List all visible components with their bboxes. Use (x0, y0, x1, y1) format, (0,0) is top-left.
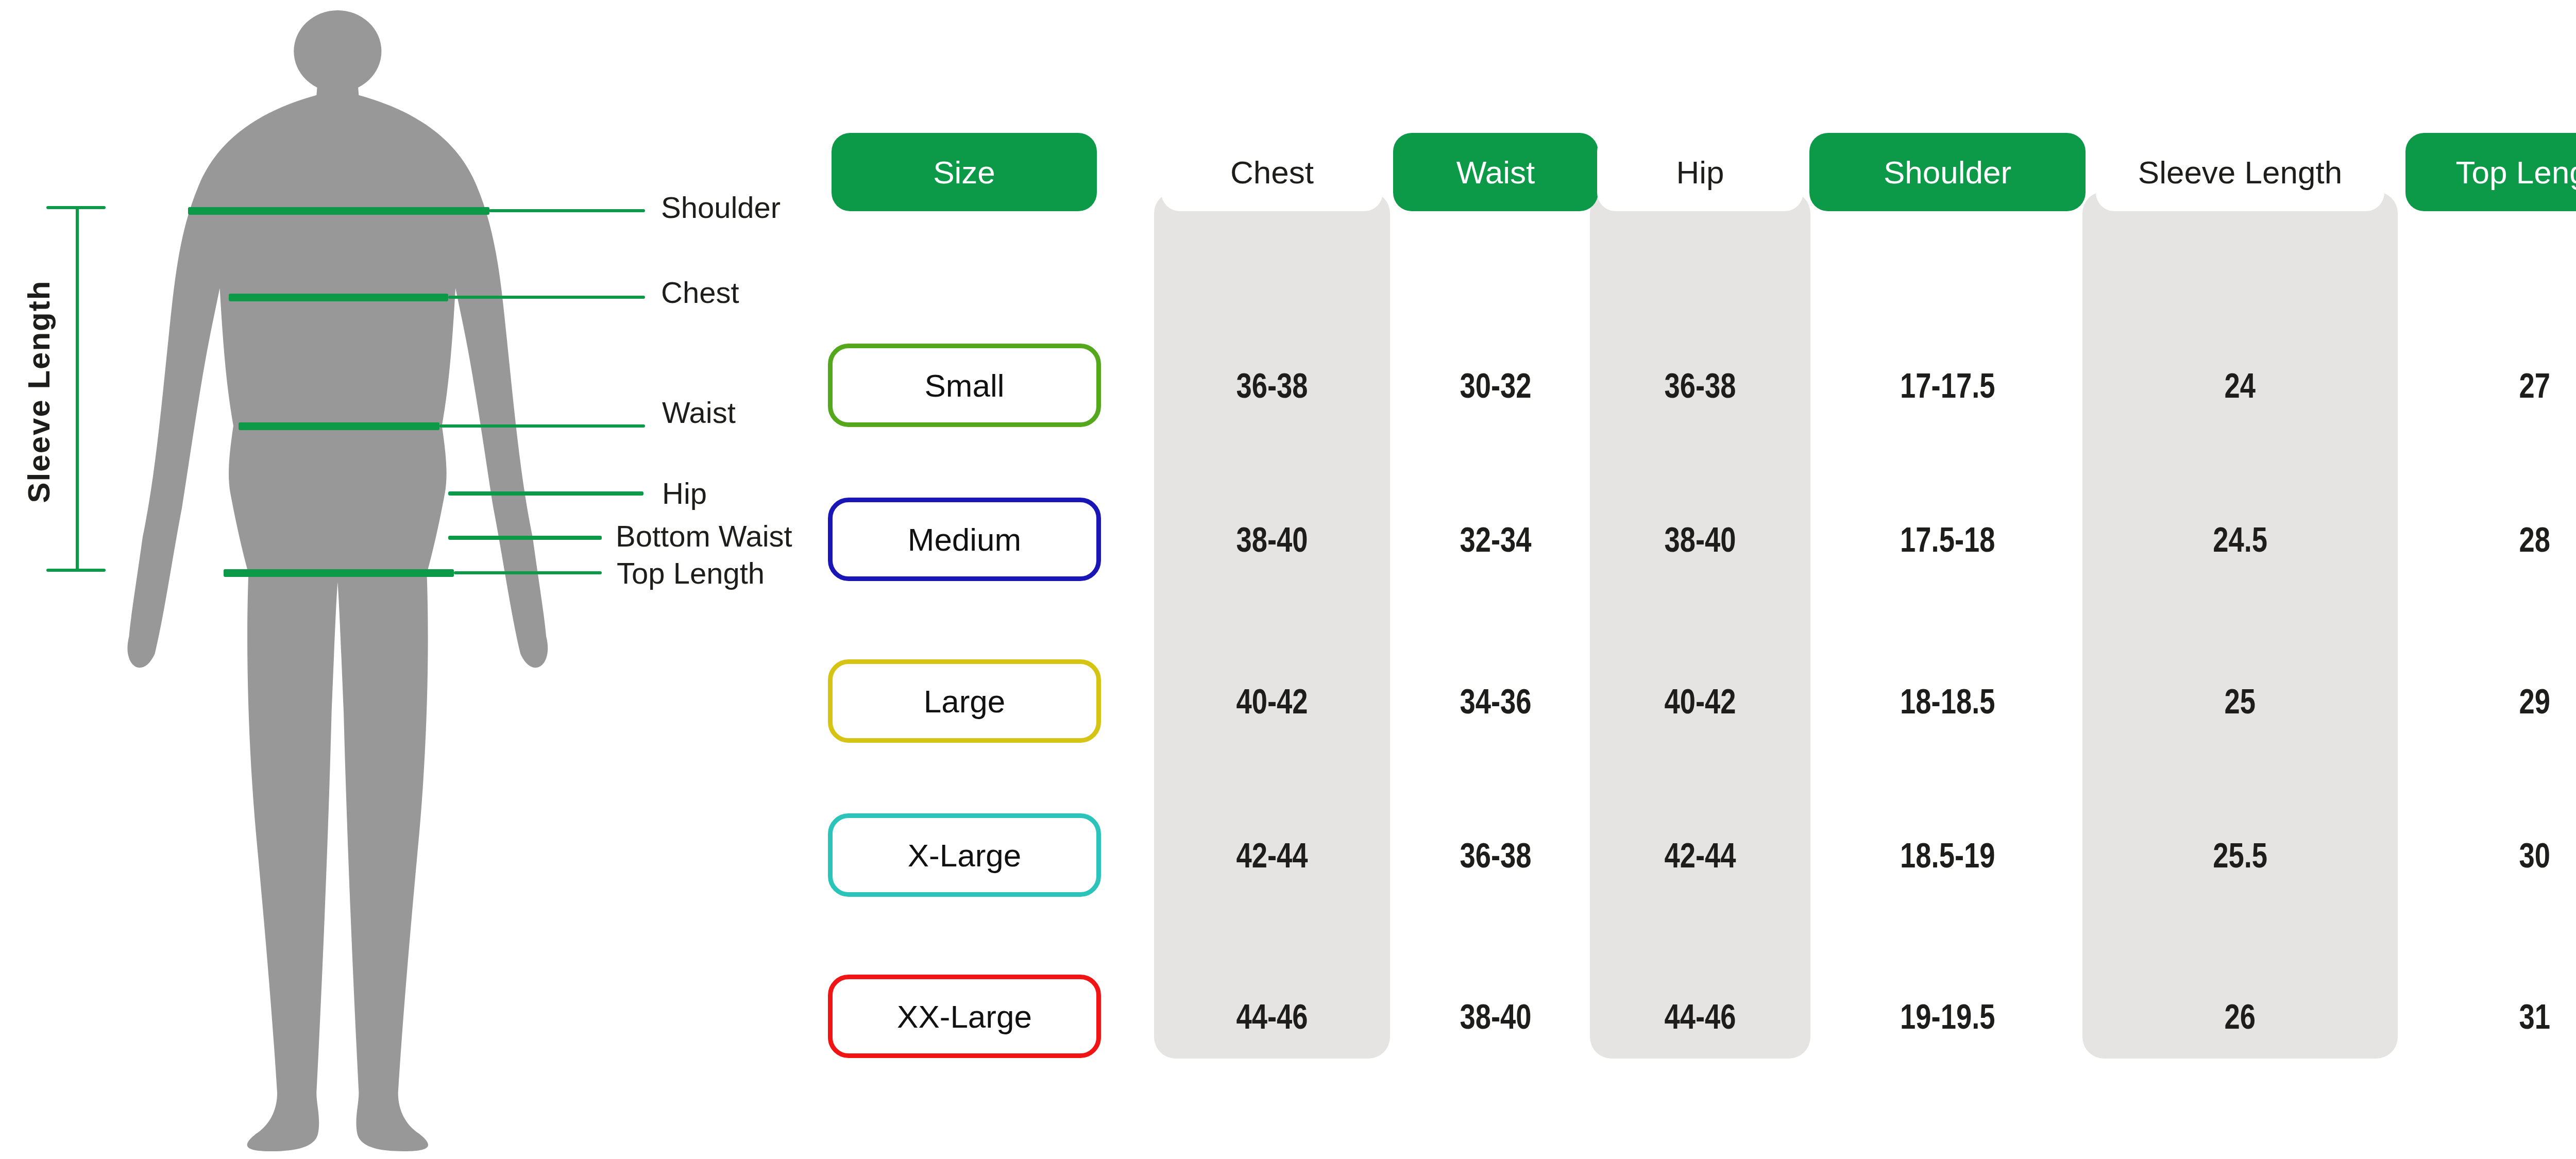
cell-xlarge-hip: 42-44 (1607, 827, 1793, 883)
cell-xxlarge-hip: 44-46 (1607, 988, 1793, 1045)
cell-medium-top-length: 28 (2442, 511, 2576, 568)
cell-xxlarge-sleeve-length: 26 (2147, 988, 2333, 1045)
cell-large-top-length: 29 (2442, 673, 2576, 729)
header-size: Size (832, 133, 1097, 211)
sleeve-length-bracket-tick-top (46, 206, 106, 209)
header-chest: Chest (1161, 133, 1383, 211)
size-badge-xxlarge: XX-Large (828, 975, 1101, 1058)
cell-medium-waist: 32-34 (1403, 511, 1588, 568)
human-silhouette (118, 10, 572, 1151)
size-badge-small: Small (828, 344, 1101, 427)
column-bg-sleeve-length (2082, 192, 2398, 1059)
sleeve-length-bracket-line (76, 207, 79, 572)
size-badge-xlarge: X-Large (828, 813, 1101, 897)
cell-large-sleeve-length: 25 (2147, 673, 2333, 729)
cell-small-chest: 36-38 (1179, 357, 1365, 414)
cell-large-chest: 40-42 (1179, 673, 1365, 729)
cell-xlarge-waist: 36-38 (1403, 827, 1588, 883)
column-bg-hip (1590, 192, 1810, 1059)
cell-xxlarge-shoulder: 19-19.5 (1855, 988, 2040, 1045)
size-badge-medium: Medium (828, 498, 1101, 581)
measurement-label-top-length: Top Length (617, 558, 765, 588)
cell-xlarge-chest: 42-44 (1179, 827, 1365, 883)
cell-xlarge-top-length: 30 (2442, 827, 2576, 883)
cell-xlarge-shoulder: 18.5-19 (1855, 827, 2040, 883)
cell-medium-shoulder: 17.5-18 (1855, 511, 2040, 568)
cell-medium-hip: 38-40 (1607, 511, 1793, 568)
waist-line-thick (239, 422, 439, 430)
sleeve-length-bracket-tick-bottom (46, 569, 106, 572)
shoulder-line-leader (489, 209, 645, 212)
measurement-label-bottom-waist: Bottom Waist (616, 521, 792, 551)
size-badge-large: Large (828, 659, 1101, 743)
measurement-label-shoulder: Shoulder (661, 193, 781, 223)
cell-medium-sleeve-length: 24.5 (2147, 511, 2333, 568)
cell-large-hip: 40-42 (1607, 673, 1793, 729)
shoulder-line-thick (188, 207, 489, 215)
header-top-length: Top Length (2405, 133, 2576, 211)
bottom-waist-line-leader (448, 536, 602, 540)
chest-line-thick (229, 294, 448, 301)
top-length-line-thick (224, 569, 454, 577)
measurement-label-waist: Waist (662, 398, 736, 428)
measurement-label-chest: Chest (661, 278, 739, 308)
cell-xlarge-sleeve-length: 25.5 (2147, 827, 2333, 883)
cell-small-shoulder: 17-17.5 (1855, 357, 2040, 414)
cell-small-waist: 30-32 (1403, 357, 1588, 414)
cell-xxlarge-top-length: 31 (2442, 988, 2576, 1045)
top-length-line-leader (454, 571, 602, 574)
header-sleeve-length: Sleeve Length (2096, 133, 2384, 211)
cell-small-sleeve-length: 24 (2147, 357, 2333, 414)
chest-line-leader (448, 296, 645, 299)
cell-small-top-length: 27 (2442, 357, 2576, 414)
cell-medium-chest: 38-40 (1179, 511, 1365, 568)
hip-line-leader (448, 491, 643, 496)
sleeve-length-label: Sleeve Length (17, 237, 60, 546)
column-bg-chest (1154, 192, 1390, 1059)
cell-xxlarge-waist: 38-40 (1403, 988, 1588, 1045)
cell-large-waist: 34-36 (1403, 673, 1588, 729)
measurement-label-hip: Hip (662, 479, 707, 508)
header-shoulder: Shoulder (1809, 133, 2086, 211)
cell-small-hip: 36-38 (1607, 357, 1793, 414)
header-hip: Hip (1597, 133, 1803, 211)
size-chart-infographic: Sleeve Length Shoulder Chest Waist Hip B… (0, 0, 2576, 1159)
cell-large-shoulder: 18-18.5 (1855, 673, 2040, 729)
cell-xxlarge-chest: 44-46 (1179, 988, 1365, 1045)
header-waist: Waist (1393, 133, 1598, 211)
waist-line-leader (439, 424, 645, 428)
